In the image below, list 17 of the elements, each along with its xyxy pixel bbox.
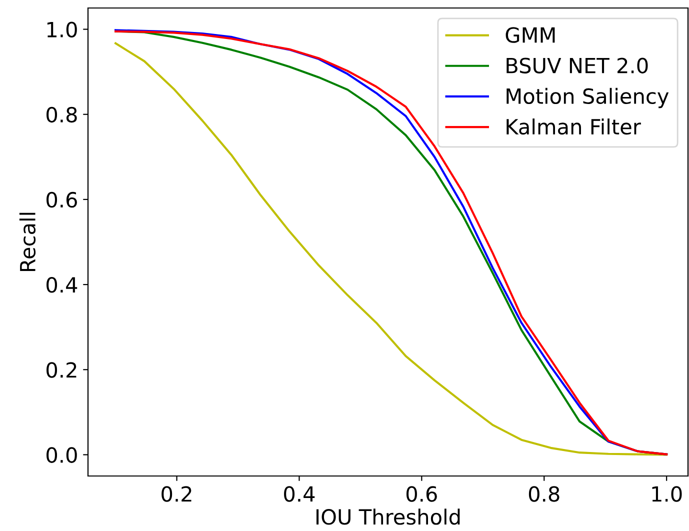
y-axis-title: Recall (19, 212, 36, 272)
x-tick-label: 0.2 (162, 486, 192, 502)
y-tick-label: 0.4 (46, 277, 78, 293)
legend-label: GMM (506, 27, 555, 43)
y-tick-label: 0.8 (46, 106, 77, 123)
legend-label: Motion Saliency (506, 88, 669, 108)
x-tick-label: 1.0 (652, 486, 682, 502)
legend-label: BSUV NET 2.0 (506, 58, 648, 74)
y-tick-label: 0.2 (46, 362, 76, 378)
x-axis-title: IOU Threshold (316, 508, 460, 525)
legend-label: Kalman Filter (506, 118, 641, 135)
x-tick-label: 0.4 (284, 486, 315, 502)
x-tick-label: 0.8 (528, 486, 560, 502)
x-tick-label: 0.6 (406, 486, 437, 502)
y-tick-label: 0.0 (46, 447, 77, 463)
y-tick-label: 0.6 (46, 192, 77, 208)
y-tick-label: 1.0 (47, 22, 77, 38)
